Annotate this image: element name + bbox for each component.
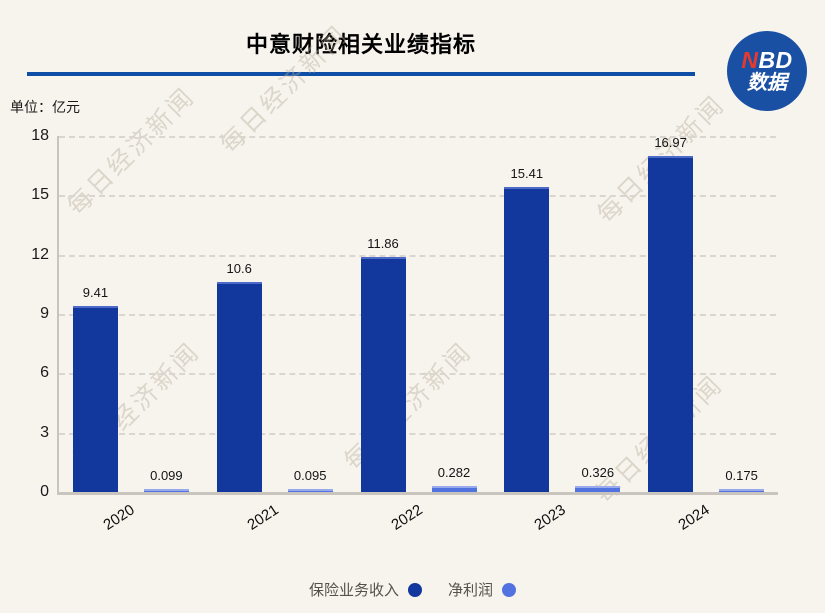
grid-line — [59, 314, 776, 316]
x-axis-line — [57, 492, 778, 495]
legend-item: 保险业务收入 — [309, 579, 422, 600]
unit-label: 单位：亿元 — [10, 99, 80, 115]
value-label: 10.6 — [226, 261, 252, 277]
bar-净利润-2020 — [143, 489, 189, 492]
x-axis-label: 2023 — [531, 501, 569, 534]
grid-line — [59, 254, 776, 257]
legend-item: 净利润 — [448, 579, 517, 600]
bar-净利润-2022 — [431, 486, 477, 492]
grid-line — [59, 136, 776, 138]
value-label: 11.86 — [367, 236, 399, 252]
y-axis-tick-label: 12 — [31, 245, 49, 263]
y-axis-tick-label: 6 — [40, 364, 49, 382]
y-axis-tick-label: 0 — [40, 483, 49, 500]
legend-dot — [502, 582, 517, 597]
value-label: 0.099 — [150, 468, 183, 483]
bar-chart-plot-area: 9.41 0.099 10.6 0.095 11.86 0.282 15.41 0.326 16… — [57, 135, 778, 495]
x-axis-label: 2024 — [675, 501, 713, 534]
grid-line — [59, 373, 776, 376]
value-label: 0.095 — [293, 468, 327, 483]
bar-保险业务收入-2022 — [360, 257, 406, 492]
y-axis-tick-label: 18 — [31, 127, 49, 144]
value-label: 15.41 — [510, 166, 544, 182]
bar-净利润-2021 — [287, 489, 333, 492]
value-label: 0.282 — [437, 465, 471, 481]
value-label: 0.326 — [581, 464, 615, 480]
x-axis-label: 2020 — [100, 501, 138, 534]
header: 中意财险相关业绩指标 — [27, 0, 695, 76]
nbd-logo-text: NBD — [741, 46, 793, 73]
bar-保险业务收入-2020 — [72, 305, 118, 492]
nbd-logo-subtext: 数据 — [747, 72, 787, 95]
nbd-logo: NBD 数据 — [727, 31, 807, 111]
x-axis-label: 2021 — [244, 501, 282, 534]
page-title: 中意财险相关业绩指标 — [245, 32, 476, 57]
bar-保险业务收入-2023 — [504, 187, 550, 492]
bar-保险业务收入-2021 — [216, 282, 262, 492]
value-label: 0.175 — [725, 467, 758, 483]
y-axis-tick-label: 9 — [40, 305, 49, 322]
bar-净利润-2023 — [575, 485, 621, 492]
legend-dot — [408, 582, 422, 597]
legend-label: 保险业务收入 — [308, 582, 399, 599]
legend-label: 净利润 — [448, 582, 494, 599]
grid-line — [59, 195, 776, 198]
value-label: 16.97 — [654, 135, 687, 151]
x-axis-label: 2022 — [387, 501, 426, 534]
title-underline — [27, 72, 695, 76]
bar-保险业务收入-2024 — [648, 156, 694, 492]
y-axis-tick-label: 15 — [31, 186, 49, 204]
bar-净利润-2024 — [719, 488, 765, 492]
grid-line — [59, 432, 776, 435]
value-label: 9.41 — [82, 284, 109, 300]
y-axis-tick-label: 3 — [40, 423, 49, 441]
chart-legend: 保险业务收入 净利润 — [0, 579, 825, 600]
